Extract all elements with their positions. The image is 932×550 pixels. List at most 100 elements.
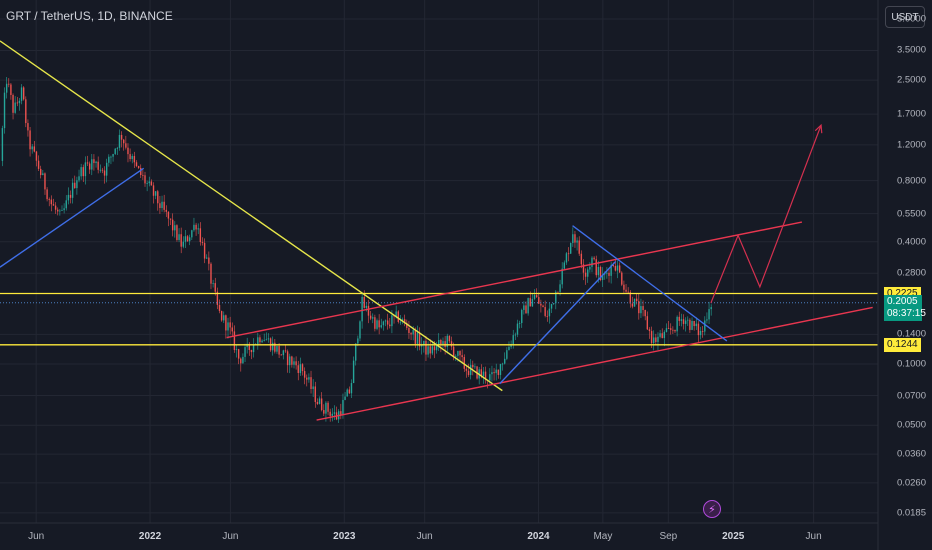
candle: [240, 357, 242, 372]
candle: [691, 317, 693, 331]
candle: [429, 338, 431, 359]
candle: [103, 166, 106, 184]
price-tick-label: 3.5000: [896, 44, 926, 56]
candle: [474, 363, 476, 370]
trend-line-red: [226, 221, 803, 339]
candle: [280, 353, 282, 356]
candle: [48, 197, 50, 207]
candle: [78, 169, 80, 183]
candle: [120, 131, 123, 148]
currency-selector[interactable]: USDT: [885, 6, 925, 28]
price-tick-label: 0.4000: [896, 236, 926, 248]
candle: [689, 318, 691, 333]
candle: [574, 230, 576, 248]
candle: [216, 287, 219, 310]
candle: [563, 260, 566, 270]
candle: [182, 236, 185, 249]
candle: [3, 87, 6, 134]
candle: [382, 320, 385, 331]
candle: [31, 144, 33, 154]
bar-countdown: 08:37:15: [887, 307, 926, 319]
candle: [682, 314, 685, 330]
last-price-tag: 0.2005 08:37:15: [884, 294, 926, 321]
candle: [44, 172, 46, 195]
candle: [653, 330, 655, 351]
candle: [233, 325, 236, 353]
time-tick-label: Jun: [805, 531, 822, 542]
time-tick-label: Sep: [659, 531, 678, 542]
candle: [352, 356, 355, 384]
price-tick-label: 0.0185: [896, 507, 926, 519]
candle: [203, 238, 206, 264]
candle: [246, 337, 248, 354]
candle: [278, 342, 280, 359]
candle: [450, 336, 453, 351]
candle: [491, 365, 493, 382]
candle: [137, 165, 140, 170]
candle: [459, 350, 461, 361]
candle: [374, 314, 376, 332]
trend-line-blue: [572, 225, 728, 342]
candle: [42, 170, 44, 176]
candle: [576, 237, 578, 251]
candle: [625, 283, 627, 294]
candle: [80, 163, 82, 180]
candle: [95, 160, 97, 168]
candle: [372, 313, 374, 324]
candle: [186, 235, 189, 242]
lightning-icon[interactable]: ⚡: [703, 500, 721, 518]
candle: [552, 303, 555, 305]
candle: [76, 176, 78, 195]
projection-arrow: [710, 123, 823, 304]
trend-line-red: [316, 306, 873, 421]
candle: [184, 229, 187, 249]
candle: [665, 323, 668, 333]
candle: [621, 271, 623, 287]
candle: [74, 175, 76, 189]
candle: [659, 330, 661, 339]
candle: [582, 259, 585, 281]
time-tick-label: May: [593, 531, 613, 542]
candle: [150, 179, 153, 186]
candle: [97, 156, 99, 174]
candle: [152, 182, 155, 204]
candle: [210, 262, 212, 290]
time-tick-label: 2024: [527, 531, 550, 542]
candle: [580, 250, 583, 269]
candle: [212, 279, 214, 288]
candle: [421, 337, 423, 355]
candle: [408, 320, 410, 339]
candle: [201, 237, 204, 246]
candle: [135, 160, 138, 168]
candle: [495, 363, 497, 381]
candle: [306, 374, 308, 387]
price-tick-label: 0.8000: [896, 175, 926, 187]
candle: [367, 299, 370, 324]
candle: [301, 363, 304, 376]
candle: [514, 332, 517, 340]
chart-grid: [0, 0, 878, 523]
candle: [161, 195, 163, 212]
candle: [148, 176, 150, 187]
candle: [244, 343, 246, 363]
candle: [274, 339, 276, 354]
candle: [557, 291, 559, 293]
candle: [595, 255, 597, 278]
candle: [10, 82, 12, 100]
candle: [267, 333, 270, 343]
candle: [35, 150, 38, 167]
candle: [397, 310, 399, 324]
candle: [8, 78, 10, 88]
candle: [133, 151, 136, 168]
candle: [61, 205, 63, 211]
candle: [442, 337, 444, 349]
candle: [291, 355, 293, 368]
candle: [423, 340, 425, 353]
last-price-value: 0.2005: [887, 295, 918, 307]
candle: [259, 335, 261, 345]
candle: [531, 293, 534, 307]
candle: [263, 333, 265, 342]
candle: [167, 211, 170, 227]
candle: [684, 317, 687, 332]
